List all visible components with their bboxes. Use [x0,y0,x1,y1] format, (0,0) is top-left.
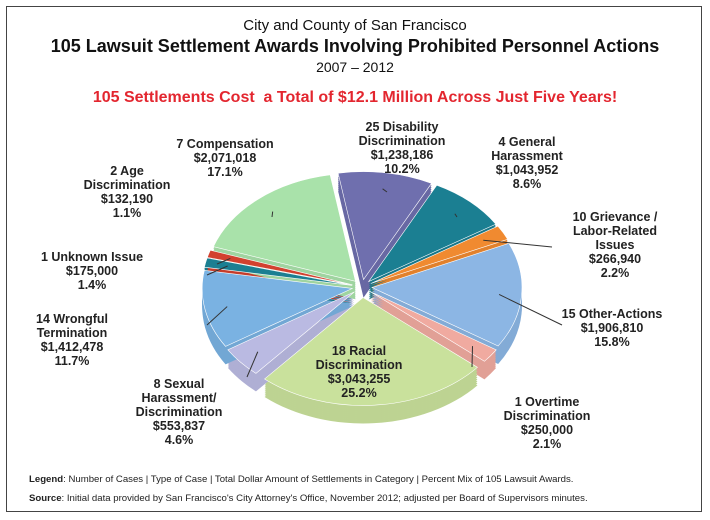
slice-label: 7 Compensation $2,071,018 17.1% [150,137,300,179]
leader-line [382,188,388,193]
value-label: 11.7% [54,354,90,368]
value-label: 15.8% [594,335,630,349]
category-label: 8 Sexual Harassment/ Discrimination [135,377,223,419]
legend-text: : Number of Cases | Type of Case | Total… [63,474,574,485]
leader-line [454,213,458,218]
source-note: Source: Initial data provided by San Fra… [29,493,588,504]
slice-label: 25 Disability Discrimination $1,238,186 10… [327,120,477,176]
category-label: 7 Compensation [176,137,274,151]
slice [264,297,478,406]
chart: City and County of San Francisco 105 Law… [6,6,702,512]
slice-label: 2 Age Discrimination $132,190 1.1% [52,164,202,220]
amount-label: $3,043,255 [327,372,391,386]
value-label: 1.1% [112,206,142,220]
chart-subtitle: 105 Lawsuit Settlement Awards Involving … [50,36,660,56]
slice [201,269,354,347]
value-label: 2.1% [532,437,562,451]
slice [206,249,353,286]
amount-label: $1,906,810 [580,321,644,335]
leader-line [498,293,563,326]
amount-label: $553,837 [152,419,206,433]
value-label: 17.1% [207,165,243,179]
slice [370,225,509,284]
category-label: 1 Overtime Discrimination [503,395,591,423]
slice-label: 18 Racial Discrimination $3,043,255 25.2% [284,344,434,400]
slice-label: 4 General Harassment $1,043,952 8.6% [452,135,602,191]
category-label: 1 Unknown Issue [40,250,144,264]
value-label: 4.6% [164,433,194,447]
amount-label: $132,190 [100,192,154,206]
amount-label: $2,071,018 [193,151,257,165]
source-label: Source [29,493,62,504]
category-label: 2 Age Discrimination [83,164,171,192]
slice-label: 14 Wrongful Termination $1,412,478 11.7% [7,312,147,368]
slice [204,257,353,286]
leader-line [471,346,474,368]
leader-line [216,257,231,265]
leader-line [246,351,259,378]
pie-plot [201,171,563,424]
leader-line [271,211,274,218]
slice-label: 1 Overtime Discrimination $250,000 2.1% [472,395,622,451]
value-label: 8.6% [512,177,542,191]
slice [369,291,497,362]
category-label: 15 Other-Actions [561,307,663,321]
category-label: 4 General Harassment [491,135,563,163]
amount-label: $175,000 [65,264,119,278]
source-text: : Initial data provided by San Francisco… [61,493,588,504]
slice [337,171,433,281]
legend-label: Legend [29,474,64,485]
category-label: 10 Grievance / Labor-Related Issues [572,210,658,252]
value-label: 2.2% [600,266,630,280]
slice-label: 8 Sexual Harassment/ Discrimination $553,… [104,377,254,447]
slice [367,184,497,283]
slice [212,174,356,282]
legend-note: Legend: Number of Cases | Type of Case |… [29,474,573,485]
slice-label: 1 Unknown Issue $175,000 1.4% [17,250,167,292]
amount-label: $1,412,478 [40,340,104,354]
leader-line [206,306,228,326]
amount-label: $1,238,186 [370,148,434,162]
slice [227,291,355,374]
slice-label: 10 Grievance / Labor-Related Issues $266,… [540,210,690,280]
value-label: 10.2% [384,162,420,176]
value-label: 25.2% [341,386,377,400]
value-label: 1.4% [77,278,107,292]
headline: 105 Settlements Cost a Total of $12.1 Mi… [92,89,618,106]
slice [371,243,523,347]
category-label: 18 Racial Discrimination [315,344,403,372]
leader-line [483,239,553,248]
amount-label: $250,000 [520,423,574,437]
chart-title: City and County of San Francisco [243,17,467,34]
category-label: 14 Wrongful Termination [36,312,108,340]
amount-label: $1,043,952 [495,163,559,177]
period: 2007 – 2012 [316,59,394,75]
amount-label: $266,940 [588,252,642,266]
slice-label: 15 Other-Actions $1,906,810 15.8% [537,307,687,349]
category-label: 25 Disability Discrimination [358,120,446,148]
leader-line [206,265,228,276]
